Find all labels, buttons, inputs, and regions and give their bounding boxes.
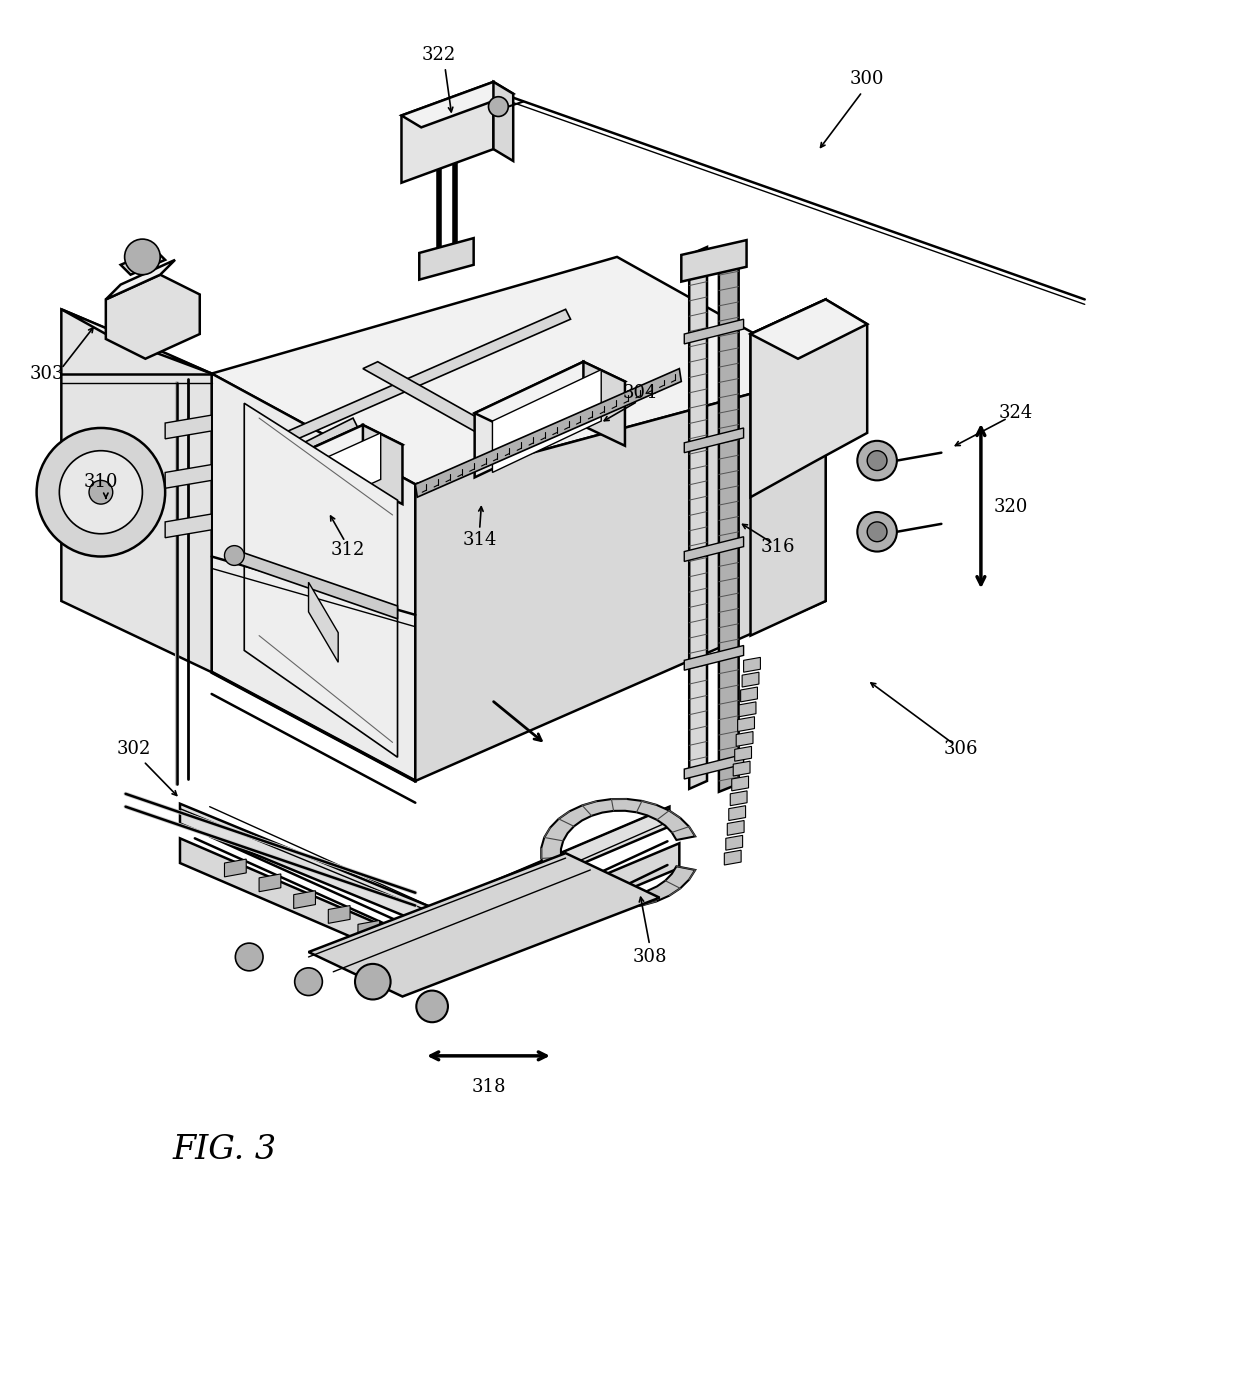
Polygon shape [363,361,531,455]
Polygon shape [402,81,513,127]
Polygon shape [284,418,358,462]
Polygon shape [259,874,280,892]
Text: 324: 324 [998,404,1033,422]
Text: 300: 300 [849,70,884,88]
Polygon shape [744,658,760,672]
Polygon shape [180,804,670,927]
Circle shape [867,521,887,542]
Polygon shape [750,299,867,359]
Polygon shape [105,259,175,299]
Polygon shape [750,299,826,636]
Polygon shape [684,427,744,452]
Circle shape [89,480,113,505]
Text: 316: 316 [761,538,795,556]
Polygon shape [732,776,749,790]
Text: 314: 314 [463,531,497,549]
Polygon shape [415,374,826,781]
Circle shape [489,97,508,116]
Polygon shape [742,672,759,687]
Text: 304: 304 [622,385,657,403]
Polygon shape [284,309,570,443]
Text: 310: 310 [83,473,118,491]
Polygon shape [269,425,363,527]
Polygon shape [309,854,660,997]
Polygon shape [689,247,707,789]
Polygon shape [415,368,681,498]
Polygon shape [286,433,381,521]
Polygon shape [542,798,696,907]
Polygon shape [730,790,746,805]
Polygon shape [475,361,583,477]
Polygon shape [728,821,744,836]
Text: FIG. 3: FIG. 3 [172,1134,277,1165]
Polygon shape [684,645,744,670]
Polygon shape [739,702,756,717]
Circle shape [295,968,322,996]
Polygon shape [735,746,751,761]
Text: 312: 312 [331,541,366,558]
Circle shape [224,546,244,565]
Circle shape [355,964,391,1000]
Polygon shape [492,370,601,473]
Polygon shape [180,838,680,972]
Polygon shape [737,731,753,746]
Polygon shape [329,906,350,924]
Polygon shape [244,403,398,757]
Polygon shape [363,425,403,505]
Polygon shape [725,836,743,851]
Polygon shape [475,361,625,433]
Polygon shape [681,240,746,281]
Polygon shape [212,374,415,781]
Polygon shape [309,582,339,662]
Polygon shape [120,250,165,274]
Polygon shape [724,851,742,865]
Polygon shape [212,256,826,484]
Polygon shape [105,274,200,359]
Circle shape [867,451,887,470]
Polygon shape [729,805,745,821]
Polygon shape [740,687,758,702]
Polygon shape [733,761,750,776]
Polygon shape [269,425,403,487]
Polygon shape [294,891,315,909]
Polygon shape [684,754,744,779]
Polygon shape [234,550,398,619]
Polygon shape [358,920,379,938]
Polygon shape [165,415,212,439]
Text: 308: 308 [632,947,667,965]
Polygon shape [583,361,625,445]
Polygon shape [61,309,212,374]
Text: 320: 320 [993,498,1028,516]
Text: 318: 318 [471,1078,506,1096]
Text: 322: 322 [422,46,456,65]
Polygon shape [684,319,744,343]
Polygon shape [224,859,247,877]
Polygon shape [419,239,474,280]
Circle shape [37,427,165,557]
Circle shape [60,451,143,534]
Polygon shape [165,465,212,488]
Circle shape [857,512,897,552]
Circle shape [236,943,263,971]
Polygon shape [494,81,513,161]
Polygon shape [738,717,754,731]
Circle shape [857,441,897,480]
Circle shape [417,990,448,1022]
Text: 302: 302 [117,741,151,758]
Polygon shape [61,309,212,672]
Text: 303: 303 [30,364,63,382]
Circle shape [124,239,160,274]
Polygon shape [684,536,744,561]
Text: 306: 306 [944,741,978,758]
Polygon shape [402,81,494,183]
Polygon shape [719,252,739,792]
Polygon shape [165,514,212,538]
Polygon shape [750,299,867,498]
